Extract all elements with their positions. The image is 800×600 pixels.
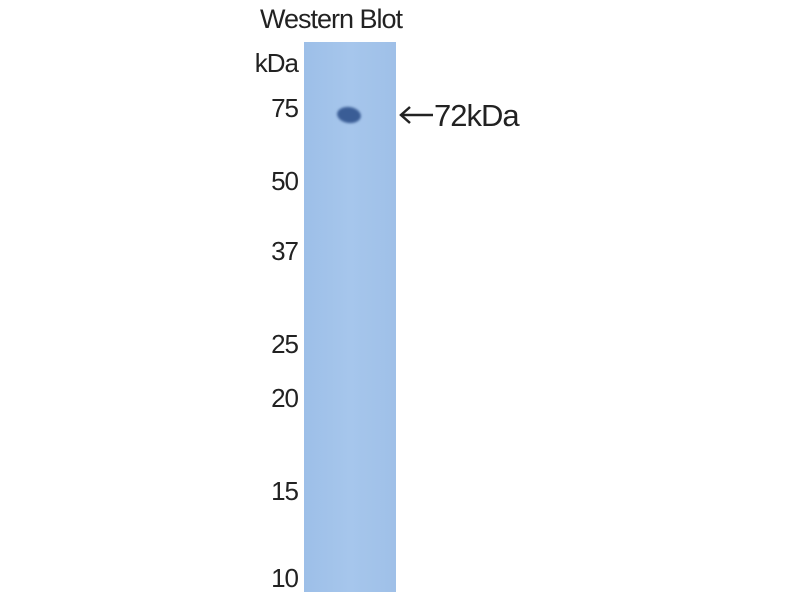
marker-10: 10 <box>271 563 299 593</box>
arrow-left-icon <box>399 106 433 124</box>
marker-20: 20 <box>271 383 299 413</box>
marker-15: 15 <box>271 476 299 506</box>
marker-50: 50 <box>271 166 299 196</box>
band-label: 72kDa <box>434 98 520 133</box>
blot-lane <box>304 42 396 592</box>
blot-title: Western Blot <box>260 4 403 34</box>
marker-75: 75 <box>271 93 299 123</box>
unit-label: kDa <box>254 48 299 78</box>
marker-37: 37 <box>271 236 299 266</box>
marker-25: 25 <box>271 329 299 359</box>
